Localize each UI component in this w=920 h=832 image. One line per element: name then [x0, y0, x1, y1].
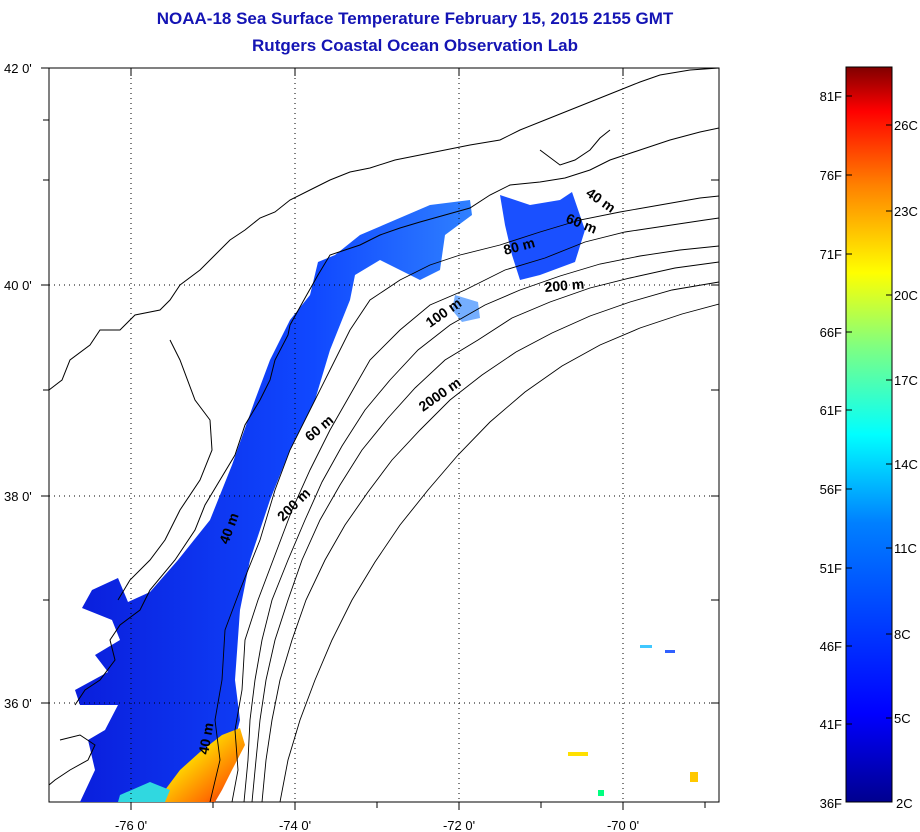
- colorbar-label-c: 17C: [894, 373, 918, 388]
- colorbar-label-f: 56F: [819, 482, 842, 497]
- colorbar-label-f: 51F: [819, 561, 842, 576]
- map-subtitle: Rutgers Coastal Ocean Observation Lab: [252, 36, 578, 55]
- colorbar-label-f: 76F: [819, 168, 842, 183]
- colorbar-label-f: 66F: [819, 325, 842, 340]
- latitude-label: 38 0': [4, 489, 32, 504]
- coastline: [74, 324, 291, 706]
- sst-speckle: [452, 295, 480, 322]
- longitude-label: -72 0': [443, 818, 475, 832]
- contour-label: 80 m: [502, 234, 537, 258]
- latitude-label: 42 0': [4, 61, 32, 76]
- coastline: [289, 127, 719, 326]
- colorbar-label-c: 5C: [894, 711, 911, 726]
- contour-label: 40 m: [195, 721, 216, 755]
- map-title: NOAA-18 Sea Surface Temperature February…: [156, 9, 674, 28]
- sst-offshore-patch: [598, 790, 604, 796]
- coastline: [117, 339, 213, 601]
- coastline: [49, 68, 719, 391]
- frame-ticks: [41, 67, 719, 810]
- colorbar-label-f: 71F: [819, 247, 842, 262]
- longitude-label: -70 0': [607, 818, 639, 832]
- colorbar: [845, 66, 893, 803]
- latitude-label: 40 0': [4, 278, 32, 293]
- coastline: [49, 734, 96, 786]
- colorbar-label-c: 14C: [894, 457, 918, 472]
- colorbar-label-c: 26C: [894, 118, 918, 133]
- colorbar-label-c: 23C: [894, 204, 918, 219]
- sst-offshore-patch: [640, 645, 652, 648]
- latitude-label: 36 0': [4, 696, 32, 711]
- graticule: [49, 68, 719, 802]
- depth-contour-2000m: [279, 303, 719, 802]
- coastline: [539, 129, 611, 166]
- colorbar-label-f: 46F: [819, 639, 842, 654]
- sst-shelf-water: [75, 200, 472, 802]
- colorbar-ticks: [846, 95, 892, 725]
- colorbar-label-c: 2C: [896, 796, 913, 811]
- colorbar-label-f: 36F: [819, 796, 842, 811]
- longitude-label: -76 0': [115, 818, 147, 832]
- colorbar-label-c: 8C: [894, 627, 911, 642]
- depth-contour-60m: [231, 217, 719, 802]
- colorbar-label-f: 81F: [819, 89, 842, 104]
- sst-northeast-patch: [500, 192, 585, 280]
- colorbar-label-c: 11C: [894, 541, 917, 556]
- longitude-label: -74 0': [279, 818, 311, 832]
- depth-contour-80m: [243, 245, 719, 802]
- sst-offshore-patch: [690, 772, 698, 782]
- colorbar-label-c: 20C: [894, 288, 918, 303]
- sst-cyan-water: [118, 782, 170, 802]
- colorbar-label-f: 61F: [819, 403, 842, 418]
- sst-offshore-patch: [568, 752, 588, 756]
- depth-contour-200m: [261, 281, 719, 802]
- depth-contour-100m: [251, 261, 719, 802]
- sst-warm-water: [160, 728, 245, 802]
- depth-contour-40m: [209, 195, 719, 802]
- colorbar-label-f: 41F: [819, 717, 842, 732]
- sst-offshore-patch: [665, 650, 675, 653]
- contour-label: 200 m: [544, 276, 585, 295]
